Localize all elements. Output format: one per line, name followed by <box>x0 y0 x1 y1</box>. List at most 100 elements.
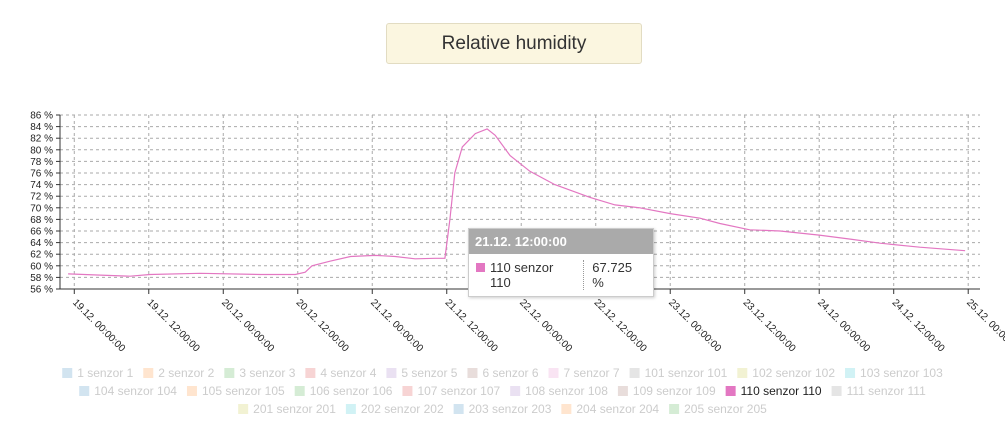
legend-item[interactable]: 204 senzor 204 <box>561 402 659 416</box>
y-tick-label: 84 % <box>30 122 53 133</box>
x-tick-label: 23.12. 00:00:00 <box>666 297 723 354</box>
legend-label: 107 senzor 107 <box>417 384 500 398</box>
legend-item[interactable]: 7 senzor 7 <box>548 366 620 380</box>
x-tick-label: 20.12. 00:00:00 <box>219 297 276 354</box>
legend-swatch <box>510 386 521 396</box>
legend-label: 104 senzor 104 <box>94 384 177 398</box>
tooltip: 21.12. 12:00:00 110 senzor 110 67.725 % <box>468 228 654 297</box>
legend-label: 7 senzor 7 <box>564 366 620 380</box>
y-tick-label: 56 % <box>30 285 53 296</box>
y-tick-label: 66 % <box>30 227 53 238</box>
y-tick-label: 58 % <box>30 273 53 284</box>
legend-row: 104 senzor 104 105 senzor 105 106 senzor 1… <box>79 384 926 398</box>
legend-item[interactable]: 5 senzor 5 <box>386 366 458 380</box>
y-tick-label: 64 % <box>30 238 53 249</box>
tooltip-value: 67.725 % <box>583 260 647 290</box>
legend-label: 103 senzor 103 <box>860 366 943 380</box>
x-tick-label: 22.12. 12:00:00 <box>592 297 649 354</box>
legend-item[interactable]: 1 senzor 1 <box>62 366 134 380</box>
line <box>68 128 966 277</box>
legend-label: 2 senzor 2 <box>158 366 214 380</box>
x-tick-label: 20.12. 12:00:00 <box>294 297 351 354</box>
legend-swatch <box>725 386 736 396</box>
legend-item[interactable]: 3 senzor 3 <box>224 366 296 380</box>
legend-item[interactable]: 102 senzor 102 <box>737 366 835 380</box>
legend-swatch <box>386 368 397 378</box>
legend-swatch <box>402 386 413 396</box>
y-tick-label: 60 % <box>30 261 53 272</box>
legend-label: 110 senzor 110 <box>741 384 822 398</box>
x-tick-label: 24.12. 12:00:00 <box>890 297 947 354</box>
legend-row: 1 senzor 1 2 senzor 2 3 senzor 3 4 senzor 4… <box>62 366 943 380</box>
legend-item[interactable]: 111 senzor 111 <box>831 384 926 398</box>
y-tick-label: 76 % <box>30 169 53 180</box>
legend-item[interactable]: 202 senzor 202 <box>345 402 444 416</box>
tooltip-swatch <box>476 263 485 272</box>
legend-item[interactable]: 4 senzor 4 <box>305 366 377 380</box>
legend-swatch <box>467 368 478 378</box>
legend-item[interactable]: 108 senzor 108 <box>510 384 608 398</box>
legend-swatch <box>79 386 90 396</box>
legend-swatch <box>224 368 235 378</box>
x-tick-label: 22.12. 00:00:00 <box>517 297 574 354</box>
legend-item[interactable]: 105 senzor 105 <box>186 384 285 398</box>
x-tick-label: 24.12. 00:00:00 <box>815 297 872 354</box>
y-tick-label: 80 % <box>30 145 53 156</box>
legend-item[interactable]: 107 senzor 107 <box>402 384 500 398</box>
legend-swatch <box>305 368 316 378</box>
legend-swatch <box>294 386 305 396</box>
legend-label: 6 senzor 6 <box>482 366 538 380</box>
legend-label: 1 senzor 1 <box>77 366 133 380</box>
y-tick-label: 86 % <box>30 111 53 122</box>
legend-item[interactable]: 110 senzor 110 <box>725 384 822 398</box>
tooltip-series: 110 senzor 110 <box>489 260 554 290</box>
legend-label: 201 senzor 201 <box>253 402 336 416</box>
legend-swatch <box>345 404 356 414</box>
legend-swatch <box>143 368 154 378</box>
legend-item[interactable]: 2 senzor 2 <box>143 366 215 380</box>
legend-swatch <box>238 404 249 414</box>
legend-item[interactable]: 201 senzor 201 <box>238 402 336 416</box>
legend-label: 101 senzor 101 <box>645 366 728 380</box>
legend-swatch <box>561 404 572 414</box>
legend-label: 108 senzor 108 <box>525 384 608 398</box>
legend-label: 109 senzor 109 <box>633 384 716 398</box>
y-tick-label: 70 % <box>30 203 53 214</box>
legend-swatch <box>548 368 559 378</box>
legend-item[interactable]: 203 senzor 203 <box>453 402 552 416</box>
legend-swatch <box>62 368 73 378</box>
legend-label: 105 senzor 105 <box>202 384 285 398</box>
legend-swatch <box>831 386 842 396</box>
legend-item[interactable]: 106 senzor 106 <box>294 384 393 398</box>
legend-swatch <box>629 368 640 378</box>
legend-item[interactable]: 109 senzor 109 <box>617 384 716 398</box>
legend-item[interactable]: 205 senzor 205 <box>669 402 767 416</box>
x-tick-label: 19.12. 00:00:00 <box>70 297 127 354</box>
legend-label: 102 senzor 102 <box>752 366 835 380</box>
y-tick-label: 82 % <box>30 134 53 145</box>
legend-swatch <box>453 404 464 414</box>
legend-label: 3 senzor 3 <box>239 366 295 380</box>
legend-swatch <box>617 386 628 396</box>
y-tick-label: 74 % <box>30 180 53 191</box>
legend-item[interactable]: 104 senzor 104 <box>79 384 177 398</box>
x-tick-label: 25.12. 00:00:00 <box>964 297 1005 354</box>
legend-swatch <box>737 368 748 378</box>
legend-label: 202 senzor 202 <box>361 402 444 416</box>
legend-label: 111 senzor 111 <box>847 384 926 398</box>
y-tick-label: 72 % <box>30 192 53 203</box>
x-tick-label: 19.12. 12:00:00 <box>145 297 202 354</box>
legend-item[interactable]: 103 senzor 103 <box>845 366 943 380</box>
legend-item[interactable]: 101 senzor 101 <box>629 366 728 380</box>
x-tick-label: 21.12. 12:00:00 <box>443 297 500 354</box>
legend-swatch <box>669 404 680 414</box>
legend-label: 106 senzor 106 <box>310 384 393 398</box>
legend-label: 203 senzor 203 <box>469 402 552 416</box>
legend-swatch <box>845 368 856 378</box>
x-tick-label: 23.12. 12:00:00 <box>741 297 798 354</box>
legend-item[interactable]: 6 senzor 6 <box>467 366 539 380</box>
y-tick-label: 68 % <box>30 215 53 226</box>
tooltip-body: 110 senzor 110 67.725 % <box>469 254 653 296</box>
